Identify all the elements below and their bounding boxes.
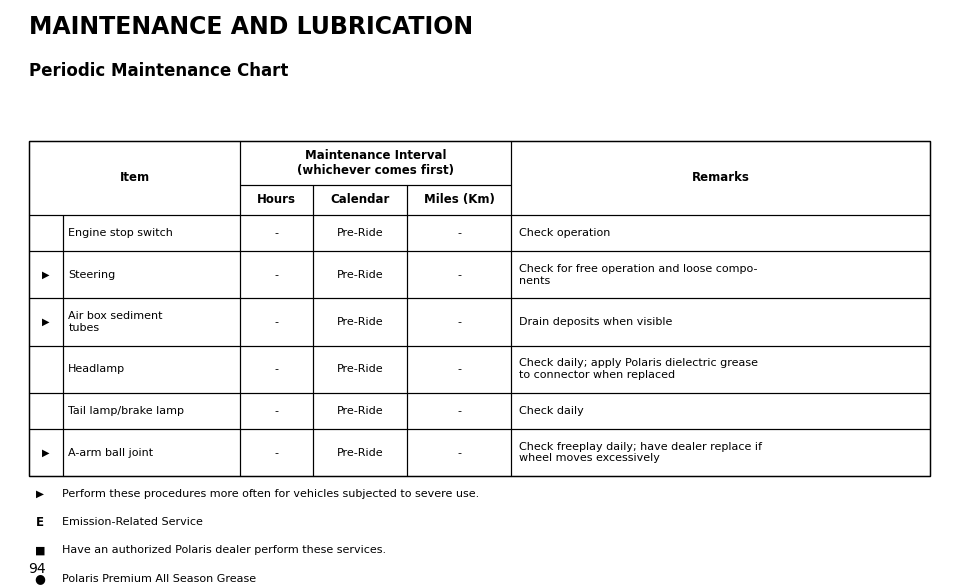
Text: ▶: ▶ <box>42 270 50 280</box>
Bar <box>407 346 511 393</box>
Bar <box>63 393 240 429</box>
Text: ■: ■ <box>34 545 46 556</box>
Bar <box>63 298 240 346</box>
Text: -: - <box>274 447 278 457</box>
Bar <box>407 298 511 346</box>
Text: -: - <box>456 317 460 327</box>
Text: Pre-Ride: Pre-Ride <box>336 317 383 327</box>
Bar <box>240 298 313 346</box>
Bar <box>29 393 63 429</box>
Text: Emission-Related Service: Emission-Related Service <box>62 517 203 527</box>
Bar <box>240 251 313 298</box>
Text: Check daily: Check daily <box>518 406 582 416</box>
Text: Check operation: Check operation <box>518 228 609 238</box>
Text: Air box sediment
tubes: Air box sediment tubes <box>69 311 163 333</box>
Bar <box>240 393 313 429</box>
Text: Pre-Ride: Pre-Ride <box>336 270 383 280</box>
Text: Engine stop switch: Engine stop switch <box>69 228 172 238</box>
Text: Periodic Maintenance Chart: Periodic Maintenance Chart <box>29 62 288 80</box>
Bar <box>29 215 63 251</box>
Text: ●: ● <box>34 572 46 585</box>
Text: MAINTENANCE AND LUBRICATION: MAINTENANCE AND LUBRICATION <box>29 15 473 39</box>
Bar <box>240 346 313 393</box>
Text: Polaris Premium All Season Grease: Polaris Premium All Season Grease <box>62 573 255 584</box>
Text: 94: 94 <box>29 562 46 576</box>
Bar <box>407 429 511 476</box>
Bar <box>63 346 240 393</box>
Bar <box>29 141 240 215</box>
Text: Pre-Ride: Pre-Ride <box>336 364 383 374</box>
Text: Check for free operation and loose compo-
nents: Check for free operation and loose compo… <box>518 264 757 286</box>
Bar <box>511 346 929 393</box>
Bar <box>313 393 407 429</box>
Bar <box>313 429 407 476</box>
Bar <box>240 215 313 251</box>
Text: Hours: Hours <box>256 193 295 206</box>
Text: -: - <box>274 317 278 327</box>
Text: -: - <box>456 270 460 280</box>
Text: -: - <box>274 406 278 416</box>
Text: Headlamp: Headlamp <box>69 364 125 374</box>
Bar <box>29 251 63 298</box>
Bar <box>407 215 511 251</box>
Text: Have an authorized Polaris dealer perform these services.: Have an authorized Polaris dealer perfor… <box>62 545 386 556</box>
Bar <box>313 185 407 215</box>
Bar <box>240 185 313 215</box>
Text: Pre-Ride: Pre-Ride <box>336 406 383 416</box>
Text: -: - <box>456 228 460 238</box>
Bar <box>313 215 407 251</box>
Text: Pre-Ride: Pre-Ride <box>336 228 383 238</box>
Text: Check freeplay daily; have dealer replace if
wheel moves excessively: Check freeplay daily; have dealer replac… <box>518 442 760 463</box>
Bar <box>511 429 929 476</box>
Bar <box>511 251 929 298</box>
Bar <box>407 393 511 429</box>
Text: -: - <box>456 406 460 416</box>
Bar <box>29 298 63 346</box>
Text: Tail lamp/brake lamp: Tail lamp/brake lamp <box>69 406 184 416</box>
Bar <box>313 251 407 298</box>
Text: Maintenance Interval
(whichever comes first): Maintenance Interval (whichever comes fi… <box>297 149 454 177</box>
Bar <box>29 141 929 476</box>
Bar <box>511 393 929 429</box>
Text: ▶: ▶ <box>42 447 50 457</box>
Bar <box>29 346 63 393</box>
Text: -: - <box>456 447 460 457</box>
Text: Remarks: Remarks <box>691 172 749 185</box>
Text: -: - <box>274 228 278 238</box>
Text: Steering: Steering <box>69 270 115 280</box>
Text: -: - <box>274 270 278 280</box>
Text: Perform these procedures more often for vehicles subjected to severe use.: Perform these procedures more often for … <box>62 489 478 499</box>
Text: Miles (Km): Miles (Km) <box>423 193 494 206</box>
Bar <box>511 215 929 251</box>
Bar <box>63 251 240 298</box>
Text: Item: Item <box>119 172 150 185</box>
Bar <box>63 215 240 251</box>
Bar <box>240 141 511 185</box>
Text: Calendar: Calendar <box>330 193 389 206</box>
Bar <box>511 141 929 215</box>
Bar <box>63 429 240 476</box>
Text: -: - <box>274 364 278 374</box>
Bar <box>29 429 63 476</box>
Text: A-arm ball joint: A-arm ball joint <box>69 447 153 457</box>
Text: Check daily; apply Polaris dielectric grease
to connector when replaced: Check daily; apply Polaris dielectric gr… <box>518 358 757 380</box>
Text: Drain deposits when visible: Drain deposits when visible <box>518 317 671 327</box>
Bar <box>240 429 313 476</box>
Text: ▶: ▶ <box>36 489 44 499</box>
Bar <box>313 298 407 346</box>
Text: -: - <box>456 364 460 374</box>
Bar <box>511 298 929 346</box>
Text: E: E <box>36 516 44 529</box>
Text: ▶: ▶ <box>42 317 50 327</box>
Text: Pre-Ride: Pre-Ride <box>336 447 383 457</box>
Bar <box>407 251 511 298</box>
Bar <box>407 185 511 215</box>
Bar <box>313 346 407 393</box>
